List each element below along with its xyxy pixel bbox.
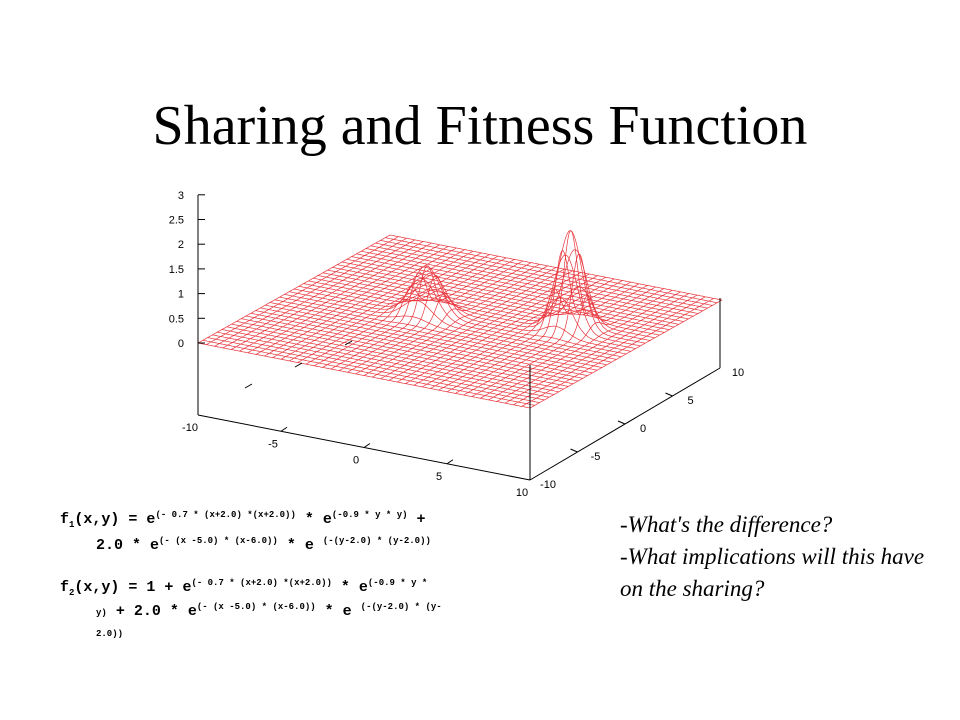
x-tick-label: 0 — [353, 455, 359, 467]
mesh-line-x — [338, 262, 532, 371]
mesh-line-x — [355, 265, 548, 375]
z-tick-label: 0.5 — [169, 313, 184, 325]
x-tick-mark — [363, 443, 371, 448]
mesh-line-x — [413, 276, 606, 386]
mesh-line-x — [206, 236, 399, 345]
mesh-line-x — [488, 291, 681, 401]
y-tick-label: 0 — [640, 423, 646, 435]
mesh-line-x — [239, 242, 432, 352]
mesh-line-x — [247, 244, 440, 354]
mesh-line-x — [471, 288, 665, 397]
x-tick-label: 10 — [516, 487, 528, 499]
mesh-line-x — [231, 241, 424, 350]
mesh-line-x — [388, 272, 582, 381]
x-tick-label: -10 — [182, 422, 198, 434]
z-tick-label: 1.5 — [169, 264, 184, 276]
formula-f2-line3: 2.0)) — [96, 629, 124, 639]
mesh-line-x — [496, 293, 689, 402]
question-implications: -What implications will this have on the… — [620, 544, 925, 601]
mesh-line-x — [280, 250, 474, 360]
mesh-line-x — [363, 267, 557, 376]
formula-f2-line2: y) + 2.0 * e(- (x -5.0) * (x-6.0)) * e (… — [96, 602, 442, 620]
x-tick-mark — [446, 459, 454, 465]
formula-f1-line2: 2.0 * e(- (x -5.0) * (x-6.0)) * e (-(y-2… — [96, 536, 431, 554]
mesh-line-x — [322, 259, 515, 368]
mesh-line-x — [446, 250, 640, 393]
mesh-line-x — [272, 249, 465, 358]
y-tick-label: 5 — [687, 395, 693, 407]
x-tick-label: -5 — [268, 438, 278, 450]
x-tick-label: 5 — [436, 471, 442, 483]
formula-f2-line1: f2(x,y) = 1 + e(- 0.7 * (x+2.0) *(x+2.0)… — [60, 578, 428, 598]
z-tick-label: 3 — [178, 190, 184, 202]
back-tick-mark — [344, 340, 353, 346]
slide-title: Sharing and Fitness Function — [152, 95, 808, 157]
mesh-line-y — [313, 230, 646, 344]
surface-mesh — [197, 230, 723, 409]
z-tick-label: 2 — [178, 239, 184, 251]
z-tick-label: 1 — [178, 289, 184, 301]
mesh-line-x — [314, 257, 507, 367]
mesh-line-x — [255, 246, 449, 355]
mesh-line-x — [504, 294, 698, 404]
y-tick-mark — [617, 420, 626, 425]
axis-ticks: 0 0.5 1 1.5 2 2.5 3 -10 -5 0 5 10 -10 -5 0 5 10 — [169, 190, 744, 499]
back-tick-mark — [244, 383, 253, 389]
y-tick-label: 10 — [732, 367, 744, 379]
y-tick-mark — [665, 392, 673, 397]
mesh-line-x — [222, 239, 416, 349]
y-tick-mark — [570, 448, 578, 453]
mesh-line-x — [289, 252, 482, 362]
y-tick-label: -10 — [540, 479, 556, 491]
mesh-line-x — [380, 270, 573, 380]
mesh-line-x — [521, 298, 714, 407]
mesh-line-x — [463, 253, 656, 396]
mesh-line-x — [405, 275, 598, 384]
mesh-line-x — [529, 299, 723, 409]
mesh-line-x — [421, 278, 615, 388]
mesh-line-x — [347, 263, 540, 373]
z-tick-label: 0 — [178, 338, 184, 350]
mesh-line-x — [480, 289, 673, 399]
mesh-line-x — [513, 296, 706, 406]
mesh-line-x — [305, 255, 499, 365]
mesh-line-x — [264, 247, 457, 357]
y-tick-label: -5 — [591, 451, 601, 463]
formula-f1-line1: f1(x,y) = e(- 0.7 * (x+2.0) *(x+2.0)) * … — [60, 510, 426, 530]
z-tick-label: 2.5 — [169, 215, 184, 227]
mesh-line-x — [438, 281, 631, 391]
mesh-line-x — [455, 230, 648, 394]
x-tick-mark — [280, 426, 288, 432]
mesh-line-x — [330, 260, 523, 370]
question-difference: -What's the difference? — [620, 512, 833, 537]
mesh-line-x — [197, 234, 391, 344]
mesh-line-x — [214, 237, 407, 347]
mesh-line-x — [297, 254, 490, 363]
mesh-line-x — [372, 268, 565, 378]
plot-axes — [197, 195, 721, 481]
back-tick-mark — [294, 362, 303, 368]
